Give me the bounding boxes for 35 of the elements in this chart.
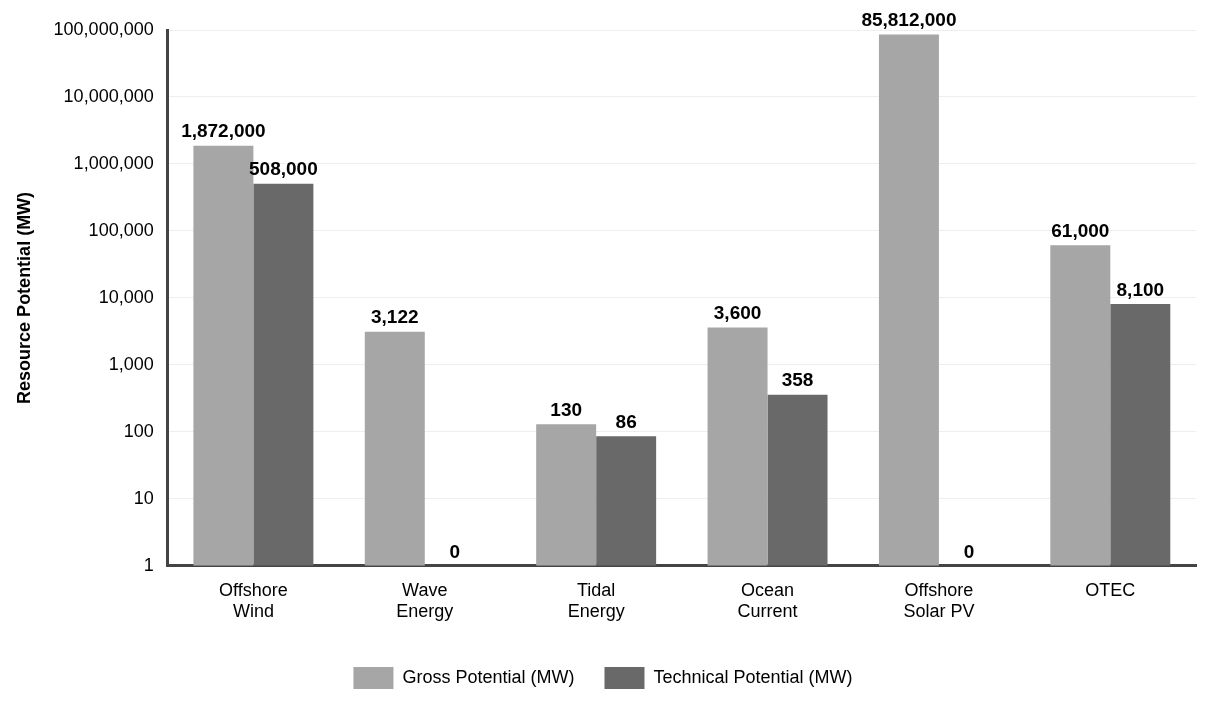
y-tick-label: 100,000,000: [53, 18, 154, 39]
legend-label: Gross Potential (MW): [402, 666, 575, 687]
text: 0: [963, 540, 975, 562]
category-label: Tidal: [576, 579, 616, 600]
category-label: Energy: [396, 601, 454, 622]
y-tick-label: 10: [133, 487, 154, 508]
data-label: 3,600: [713, 302, 762, 324]
category-label: Offshore: [904, 579, 974, 600]
category-label: OTEC: [1085, 579, 1136, 600]
data-label: 358: [781, 369, 814, 391]
y-tick-label: 1: [143, 554, 154, 575]
category-label: Wind: [232, 601, 274, 622]
y-tick-label: 100: [123, 420, 154, 441]
data-label: 3,122: [371, 306, 419, 328]
category-label: Wave: [402, 579, 448, 600]
y-tick-label: 10,000: [98, 286, 154, 307]
y-axis-title: Resource Potential (MW): [13, 191, 34, 404]
data-label: 86: [615, 410, 637, 432]
category-label: Solar PV: [903, 601, 975, 622]
category-label: Current: [737, 601, 798, 622]
data-label: 8,100: [1116, 278, 1165, 300]
text: 0: [449, 540, 461, 562]
category-label: Energy: [567, 601, 625, 622]
data-label: 85,812,000: [861, 9, 957, 31]
data-label: 61,000: [1051, 220, 1110, 242]
y-tick-label: 1,000: [108, 353, 154, 374]
data-label: 1,872,000: [181, 120, 266, 142]
y-tick-label: 100,000: [88, 219, 154, 240]
y-tick-label: 1,000,000: [73, 152, 154, 173]
data-label: 130: [550, 398, 583, 420]
legend-label: Technical Potential (MW): [653, 666, 853, 687]
category-label: Ocean: [741, 579, 795, 600]
y-tick-label: 10,000,000: [63, 85, 154, 106]
category-label: Offshore: [219, 579, 288, 600]
data-label: 508,000: [249, 158, 318, 180]
